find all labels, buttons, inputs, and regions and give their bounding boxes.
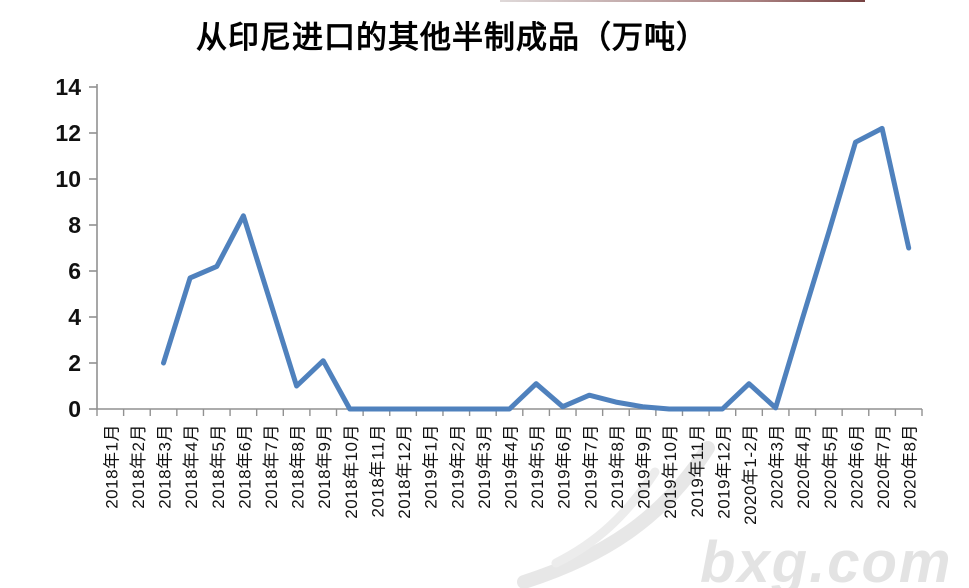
x-tick-label: 2018年7月 [262,424,281,509]
y-tick-label: 12 [55,120,81,146]
x-tick-label: 2018年9月 [315,424,334,509]
x-tick-label: 2019年2月 [448,424,467,509]
x-tick-label: 2019年6月 [555,424,574,509]
x-tick-label: 2019年12月 [714,424,733,519]
x-tick-label: 2019年10月 [661,424,680,519]
x-tick-label: 2018年8月 [289,424,308,509]
x-tick-label: 2019年11月 [688,424,707,517]
x-tick-label: 2019年1月 [422,424,441,509]
x-tick-label: 2018年2月 [129,424,148,509]
x-tick-label: 2018年1月 [102,424,121,509]
x-tick-label: 2018年5月 [209,424,228,509]
x-tick-label: 2018年12月 [395,424,414,519]
x-tick-label: 2019年3月 [475,424,494,509]
y-tick-label: 8 [68,212,81,238]
x-tick-label: 2020年4月 [794,424,813,509]
y-tick-label: 2 [68,350,81,376]
x-tick-label: 2019年5月 [528,424,547,509]
x-tick-label: 2019年4月 [502,424,521,509]
x-tick-label: 2019年7月 [581,424,600,509]
x-tick-label: 2020年7月 [874,424,893,509]
y-tick-label: 4 [68,304,81,330]
x-tick-label: 2018年3月 [156,424,175,509]
x-tick-label: 2020年3月 [768,424,787,509]
x-tick-label: 2018年10月 [342,424,361,519]
x-tick-label: 2020年8月 [901,424,920,509]
x-tick-label: 2018年4月 [182,424,201,509]
x-tick-label: 2019年8月 [608,424,627,509]
y-tick-label: 6 [68,258,81,284]
x-tick-label: 2020年6月 [848,424,867,509]
y-tick-label: 0 [68,396,81,422]
chart-title: 从印尼进口的其他半制成品（万吨） [196,20,708,55]
x-tick-label: 2018年11月 [368,424,387,517]
x-tick-label: 2020年1-2月 [741,424,760,525]
top-edge-artifact-line [500,0,865,2]
y-tick-label: 10 [55,166,81,192]
x-tick-label: 2018年6月 [235,424,254,509]
x-tick-label: 2019年9月 [635,424,654,509]
y-tick-label: 14 [55,74,81,100]
x-tick-label: 2020年5月 [821,424,840,509]
series-line [161,125,912,412]
